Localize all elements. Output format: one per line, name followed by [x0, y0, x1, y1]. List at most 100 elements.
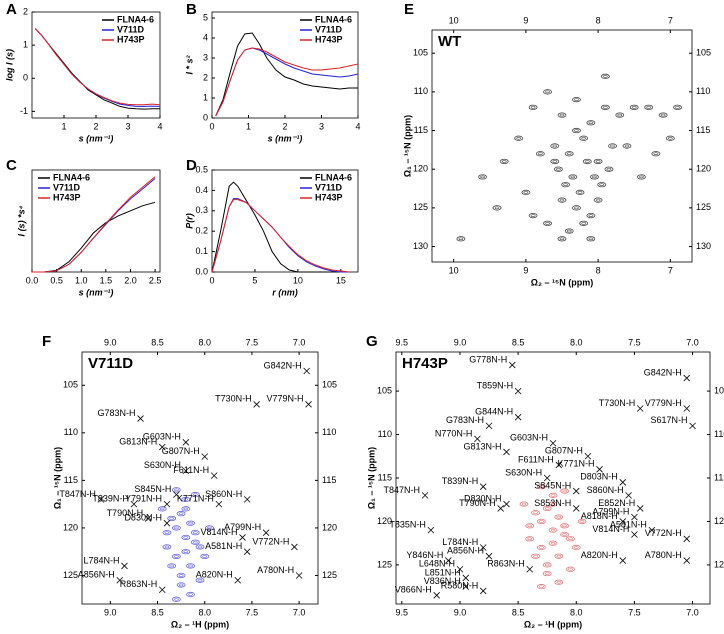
peak-cross	[121, 562, 128, 570]
peak-contour-inner	[539, 520, 544, 523]
x-tick-label: 7.0	[293, 607, 306, 617]
peak-contour-inner	[646, 106, 651, 109]
peak-cross	[243, 548, 251, 555]
peak-label: S845N-H	[534, 480, 571, 490]
y-tick-label: 2	[203, 72, 208, 82]
legend-label: FLNA4-6	[315, 14, 352, 24]
peak-contour	[531, 510, 540, 516]
y-axis-label: Ω₁ – ¹⁵N (ppm)	[402, 115, 412, 177]
y-tick-label: 0.5	[195, 164, 208, 174]
peak-contour	[554, 553, 564, 559]
y-tick-label: 0.4	[195, 185, 208, 195]
peak-cross	[445, 557, 452, 564]
peak-label: A820N-H	[581, 550, 618, 560]
peak-contour-inner	[178, 512, 184, 515]
x-tick-label: 2.0	[124, 275, 137, 285]
peak-contour	[548, 527, 558, 533]
peak-contour-inner	[207, 526, 212, 530]
peak-contour	[528, 104, 538, 110]
x-axis-label: r (nm)	[272, 287, 298, 297]
peak-label: T835N-H	[389, 520, 426, 530]
peak-contour	[171, 553, 181, 560]
peak-label: T790N-H	[107, 508, 144, 518]
peak-cross	[572, 505, 580, 512]
peak-contour	[548, 540, 558, 546]
y-tick-label: 125	[377, 559, 392, 569]
peak-cross	[234, 576, 242, 584]
peak-contour-inner	[675, 106, 680, 109]
peak-contour-inner	[563, 183, 568, 186]
peak-label: A581N-H	[610, 520, 647, 530]
peak-label: G783N-H	[446, 415, 484, 425]
x-tick-label-top: 10	[449, 15, 459, 25]
peak-label: F611N-H	[518, 454, 554, 464]
peak-contour-inner	[174, 488, 179, 492]
x-axis-label: s (nm⁻¹)	[79, 287, 114, 297]
peak-contour	[176, 511, 186, 517]
peak-cross	[253, 401, 260, 408]
peak-label: D830N-H	[124, 513, 162, 523]
x-tick-label-top: 8.5	[151, 337, 164, 347]
peak-label: D803N-H	[580, 472, 618, 482]
peak-cross	[421, 492, 429, 499]
y-tick-label: 0	[203, 112, 208, 122]
peak-contour	[200, 553, 210, 560]
peak-contour-inner	[530, 214, 536, 217]
peak-label: R580N-H	[441, 580, 479, 590]
peak-contour-inner	[188, 593, 193, 596]
peak-label: D830N-H	[464, 493, 502, 503]
peak-label: S853N-H	[534, 498, 571, 508]
y-tick-label-right: 110	[322, 427, 336, 437]
peak-contour-inner	[574, 206, 579, 210]
peak-contour-inner	[538, 152, 543, 156]
peak-contour-inner	[556, 554, 562, 558]
peak-contour	[521, 189, 531, 195]
x-tick-label: 5	[252, 275, 257, 285]
peak-label: V836N-H	[424, 576, 461, 586]
peak-cross	[683, 557, 691, 564]
peak-contour	[514, 135, 524, 141]
panel-letter: B	[186, 1, 197, 18]
peak-contour	[571, 544, 581, 551]
legend-label: V711D	[117, 24, 145, 34]
plot-frame	[81, 351, 319, 605]
peak-contour-inner	[584, 160, 590, 163]
y-tick-label-right: 125	[322, 570, 337, 580]
peak-label: A799N-H	[224, 522, 261, 532]
peak-contour	[171, 525, 181, 531]
series-line	[211, 181, 350, 273]
peak-contour-inner	[458, 237, 464, 241]
peak-contour	[186, 591, 195, 598]
peak-contour	[586, 120, 596, 126]
peak-cross	[683, 374, 691, 382]
peak-cross	[456, 565, 464, 573]
series-line	[32, 201, 156, 273]
peak-contour	[456, 236, 466, 242]
peak-contour-inner	[556, 515, 562, 519]
peak-contour-inner	[178, 574, 184, 577]
peak-contour-inner	[545, 222, 550, 225]
y-tick-label-right: 120	[696, 164, 711, 174]
peak-cross	[648, 526, 656, 534]
y-tick-label: 5	[203, 12, 208, 22]
peak-contour-inner	[164, 531, 170, 534]
peak-contour-inner	[579, 520, 585, 523]
peak-contour-inner	[562, 524, 567, 528]
y-tick-label-right: 115	[322, 475, 336, 485]
peak-contour-inner	[631, 106, 637, 109]
x-tick-label: 0.0	[26, 275, 39, 285]
y-tick-label: 125	[63, 570, 78, 580]
peak-contour-inner	[559, 198, 565, 202]
peak-contour-inner	[169, 517, 174, 520]
peak-label: L784N-H	[83, 555, 119, 565]
peak-label: K771N-H	[558, 459, 595, 469]
peak-contour-inner	[559, 237, 565, 241]
peak-cross	[485, 552, 493, 560]
peak-cross	[636, 405, 644, 412]
peak-cross	[215, 500, 223, 508]
y-tick-label-right: 115	[714, 472, 724, 482]
y-axis-label: P(r)	[184, 213, 194, 229]
peak-cross	[636, 505, 644, 512]
series-line	[32, 176, 156, 273]
y-tick-label: 105	[63, 380, 78, 390]
